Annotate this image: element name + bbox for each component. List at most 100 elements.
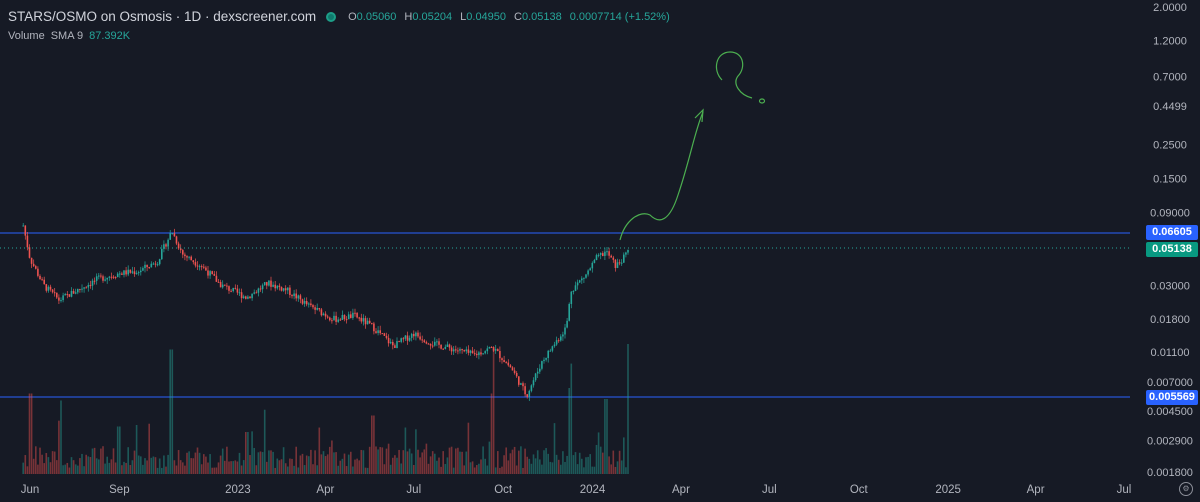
candle-body bbox=[538, 368, 541, 372]
candle-body bbox=[76, 288, 79, 293]
volume-bar bbox=[517, 450, 520, 474]
volume-sma-label: SMA 9 bbox=[50, 30, 84, 42]
candle-body bbox=[509, 365, 512, 368]
volume-bar bbox=[280, 459, 283, 474]
candle-body bbox=[41, 279, 43, 281]
volume-bar bbox=[337, 465, 339, 474]
candle-body bbox=[152, 263, 155, 265]
candle-body bbox=[215, 275, 218, 282]
volume-bar bbox=[507, 460, 510, 474]
volume-bar bbox=[494, 467, 497, 474]
volume-bar bbox=[131, 460, 134, 474]
candle-body bbox=[333, 315, 335, 321]
volume-bar bbox=[58, 420, 60, 474]
hand-drawn-question-mark bbox=[715, 51, 753, 99]
volume-bar bbox=[310, 449, 312, 474]
volume-bar bbox=[396, 457, 398, 474]
volume-bar bbox=[139, 456, 142, 474]
candle-body bbox=[37, 268, 39, 276]
volume-bar bbox=[528, 458, 531, 474]
volume-bar bbox=[404, 427, 407, 474]
candle-body bbox=[591, 262, 594, 269]
volume-bar bbox=[379, 447, 381, 474]
candle-body bbox=[320, 309, 323, 316]
volume-bar bbox=[219, 455, 222, 474]
volume-bar bbox=[576, 464, 579, 474]
candle-body bbox=[459, 348, 461, 351]
candle-body bbox=[116, 273, 119, 278]
candle-body bbox=[440, 344, 442, 349]
symbol-title[interactable]: STARS/OSMO on Osmosis · 1D · dexscreener… bbox=[8, 9, 317, 24]
candle-body bbox=[383, 333, 386, 336]
candle-body bbox=[572, 290, 575, 292]
volume-bar bbox=[167, 454, 169, 474]
volume-bar bbox=[509, 453, 512, 474]
volume-bar bbox=[268, 450, 270, 474]
hand-drawn-dot bbox=[758, 98, 766, 104]
volume-bar bbox=[463, 465, 465, 474]
volume-bar bbox=[232, 461, 234, 474]
candle-body bbox=[232, 287, 234, 292]
volume-bar bbox=[137, 455, 140, 474]
candle-body bbox=[62, 295, 64, 301]
volume-bar bbox=[402, 450, 405, 474]
volume-bar bbox=[400, 463, 402, 474]
volume-bar bbox=[368, 446, 371, 474]
candle-body bbox=[496, 349, 499, 351]
volume-bar bbox=[272, 451, 274, 474]
ohlc-item: O0.05060 bbox=[348, 11, 396, 23]
candle-body bbox=[310, 303, 312, 306]
volume-label[interactable]: Volume bbox=[8, 30, 45, 42]
volume-bar bbox=[318, 427, 321, 474]
candle-body bbox=[400, 338, 402, 342]
candle-body bbox=[316, 308, 318, 310]
volume-bar bbox=[165, 466, 167, 474]
volume-bar bbox=[34, 446, 37, 474]
candle-body bbox=[104, 279, 106, 281]
candle-body bbox=[58, 297, 60, 301]
candle-body bbox=[616, 262, 619, 268]
candle-body bbox=[337, 319, 339, 322]
price-tick-label: 0.2500 bbox=[1153, 140, 1187, 152]
candle-body bbox=[484, 351, 486, 354]
candle-body bbox=[473, 353, 476, 355]
candle-body bbox=[381, 333, 384, 335]
candle-body bbox=[108, 276, 111, 278]
candle-body bbox=[614, 259, 617, 268]
candle-body bbox=[93, 280, 96, 282]
candle-body bbox=[583, 277, 585, 279]
candle-body bbox=[606, 251, 608, 253]
candle-body bbox=[419, 336, 421, 340]
price-axis[interactable]: 2.0000 1.2000 0.7000 0.4499 0.2500 0.1500 0.09… bbox=[1147, 2, 1193, 479]
volume-bar bbox=[555, 454, 558, 474]
candle-body bbox=[328, 317, 331, 321]
ohlc-key: L bbox=[460, 10, 467, 23]
volume-bar bbox=[83, 466, 85, 474]
volume-bar bbox=[459, 451, 461, 474]
candle-body bbox=[190, 256, 192, 261]
candle-body bbox=[341, 314, 344, 321]
volume-bar bbox=[505, 447, 507, 474]
volume-bar bbox=[383, 464, 386, 474]
candle-body bbox=[123, 270, 125, 275]
candle-body bbox=[517, 376, 520, 385]
candle-body bbox=[358, 317, 360, 319]
ohlc-key: O bbox=[348, 10, 357, 23]
ohlc-value: 0.05204 bbox=[412, 10, 453, 23]
candle-body bbox=[45, 284, 48, 291]
candle-body bbox=[543, 359, 545, 362]
candle-body bbox=[196, 265, 199, 267]
volume-bar bbox=[37, 464, 39, 474]
volume-bar bbox=[408, 448, 411, 474]
volume-bar bbox=[511, 449, 514, 474]
volume-bar bbox=[559, 464, 562, 474]
candle-body bbox=[549, 350, 552, 352]
volume-bar bbox=[181, 462, 184, 474]
gear-icon[interactable]: ⚙ bbox=[1179, 482, 1193, 496]
volume-bar bbox=[247, 432, 249, 474]
volume-bar bbox=[41, 454, 43, 474]
candle-body bbox=[169, 233, 171, 240]
time-axis[interactable]: Jun Sep 2023 Apr Jul Oct 2024 Apr Jul Oct 2025 Apr J… bbox=[21, 484, 1132, 496]
volume-bar bbox=[356, 458, 358, 474]
